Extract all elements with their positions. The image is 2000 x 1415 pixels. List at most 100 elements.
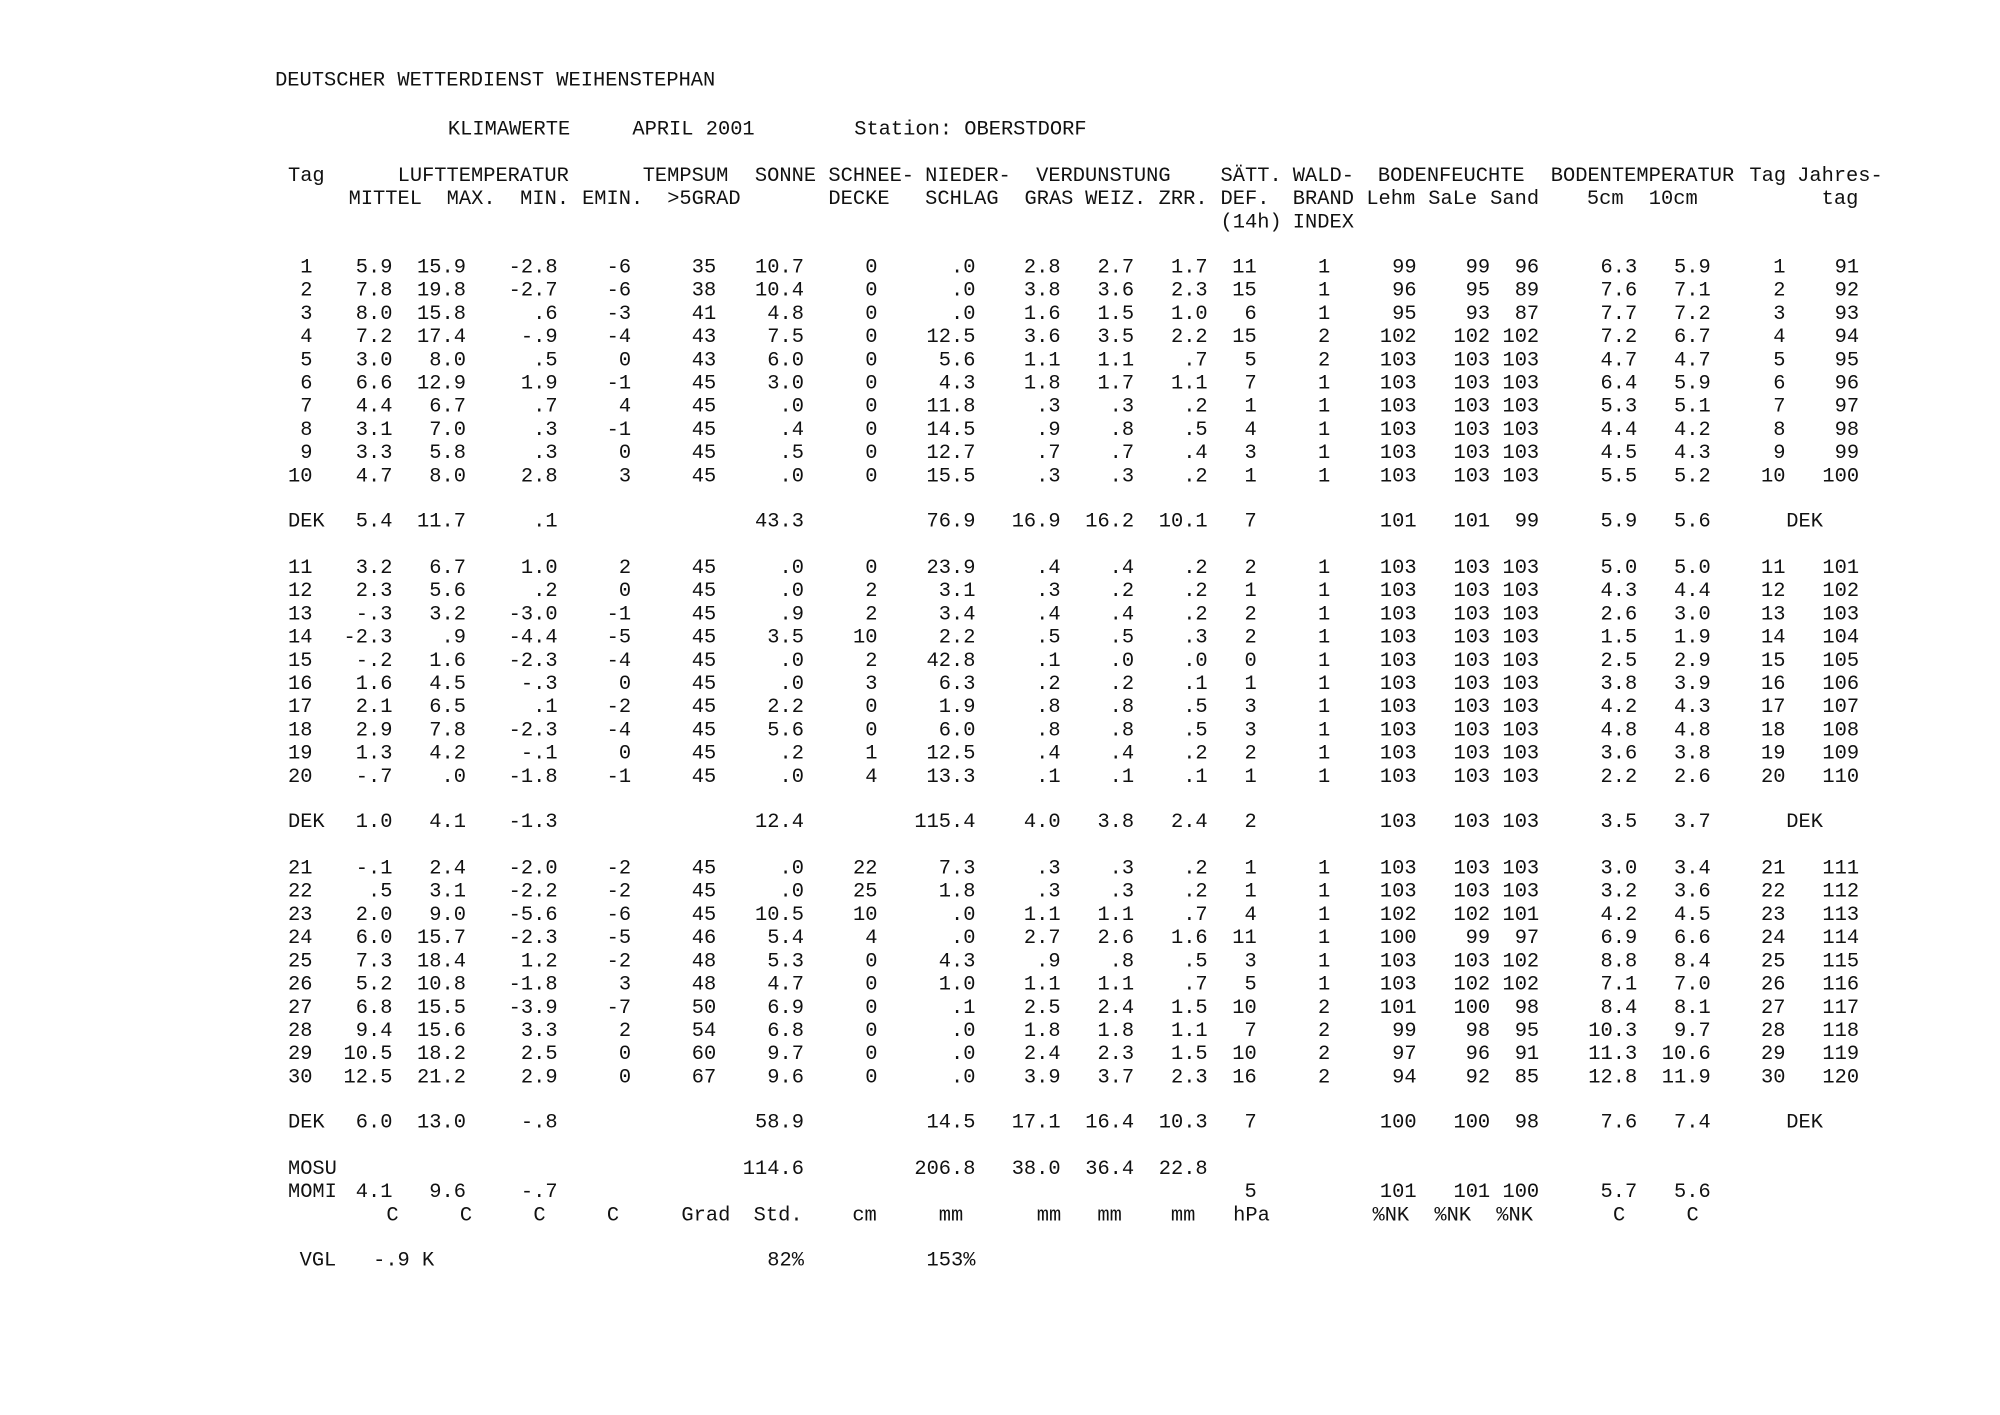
- table-cell: 85: [1515, 1066, 1539, 1089]
- table-cell: 3: [300, 303, 312, 326]
- table-cell: .0: [779, 881, 803, 904]
- table-cell: 4.5: [1674, 904, 1711, 927]
- table-cell: -1: [607, 603, 631, 626]
- table-cell: 16: [1232, 1066, 1256, 1089]
- table-cell: 103: [1453, 673, 1490, 696]
- table-cell: 3.6: [1601, 743, 1638, 766]
- table-cell: 1: [1318, 627, 1330, 650]
- table-cell: 1: [1318, 280, 1330, 303]
- table-cell: .5: [368, 881, 392, 904]
- table-cell: 15: [1232, 280, 1256, 303]
- table-cell: .3: [1036, 396, 1060, 419]
- table-cell: 2.7: [1097, 256, 1134, 279]
- table-cell: 25: [288, 950, 312, 973]
- table-cell: 11.8: [927, 396, 976, 419]
- table-cell: 45: [692, 766, 716, 789]
- table-cell: 100: [1453, 997, 1490, 1020]
- table-cell: -2.0: [509, 857, 558, 880]
- table-cell: 7: [1244, 1020, 1256, 1043]
- table-cell: 103: [1453, 857, 1490, 880]
- table-cell: 6.7: [429, 557, 466, 580]
- table-cell: 1.6: [429, 650, 466, 673]
- table-cell: 103: [1502, 557, 1539, 580]
- table-cell: 101: [1380, 997, 1417, 1020]
- table-cell: 6.6: [356, 372, 393, 395]
- table-cell: 4.7: [1601, 349, 1638, 372]
- table-cell: 103: [1453, 719, 1490, 742]
- table-cell: .2: [779, 743, 803, 766]
- table-cell: .0: [779, 766, 803, 789]
- table-cell: .2: [1183, 881, 1207, 904]
- table-cell: -2: [607, 881, 631, 904]
- table-cell: 26: [1761, 974, 1785, 997]
- table-cell: 3.8: [1097, 811, 1134, 834]
- table-cell: 22.8: [1159, 1158, 1208, 1181]
- table-cell: 2.2: [939, 627, 976, 650]
- table-cell: 101: [1453, 511, 1490, 534]
- table-cell: 103: [1502, 811, 1539, 834]
- table-cell: 103: [1502, 627, 1539, 650]
- table-cell: 103: [1502, 857, 1539, 880]
- table-cell: 3.8: [1601, 673, 1638, 696]
- table-cell: 4.4: [1601, 419, 1638, 442]
- table-cell: 103: [1502, 650, 1539, 673]
- unit-label: C: [1613, 1204, 1625, 1227]
- table-cell: 1.7: [1097, 372, 1134, 395]
- table-cell: 104: [1822, 627, 1859, 650]
- table-cell: 3.1: [356, 419, 393, 442]
- table-cell: 3.5: [767, 627, 804, 650]
- table-cell: 4.7: [1674, 349, 1711, 372]
- header-subtitle: KLIMAWERTE: [448, 118, 570, 141]
- table-cell: 2.5: [1601, 650, 1638, 673]
- table-cell: .5: [1183, 419, 1207, 442]
- table-cell: 103: [1453, 396, 1490, 419]
- table-cell: 99: [1466, 256, 1490, 279]
- table-cell: .5: [1183, 950, 1207, 973]
- table-cell: 98: [1835, 419, 1859, 442]
- table-cell: .2: [1183, 603, 1207, 626]
- table-cell: 0: [865, 1043, 877, 1066]
- table-cell: 103: [1380, 349, 1417, 372]
- table-cell: 7.1: [1601, 974, 1638, 997]
- table-cell: 15.8: [417, 303, 466, 326]
- table-cell: 11: [1232, 256, 1256, 279]
- table-cell: 1: [1244, 881, 1256, 904]
- table-cell: .1: [533, 511, 557, 534]
- table-cell: 42.8: [927, 650, 976, 673]
- table-cell: 17.1: [1012, 1112, 1061, 1135]
- table-cell: 10.3: [1588, 1020, 1637, 1043]
- table-cell: 1: [1318, 927, 1330, 950]
- table-cell: .0: [779, 465, 803, 488]
- table-cell: 2: [865, 580, 877, 603]
- table-cell: 16: [288, 673, 312, 696]
- table-cell: 0: [865, 997, 877, 1020]
- column-header: EMIN.: [582, 188, 643, 211]
- table-cell: 11: [288, 557, 312, 580]
- table-cell: 5.8: [429, 442, 466, 465]
- table-cell: -1: [607, 419, 631, 442]
- table-cell: 45: [692, 465, 716, 488]
- table-cell: -2.3: [509, 719, 558, 742]
- table-cell: 94: [1392, 1066, 1416, 1089]
- table-cell: 3.4: [939, 603, 976, 626]
- table-cell: .0: [951, 303, 975, 326]
- table-cell: 4.3: [939, 372, 976, 395]
- table-cell: 13: [1761, 603, 1785, 626]
- unit-label: C: [607, 1204, 619, 1227]
- table-cell: 95: [1515, 1020, 1539, 1043]
- table-cell: 1: [1318, 650, 1330, 673]
- table-cell: 1: [1318, 743, 1330, 766]
- table-cell: .2: [1183, 557, 1207, 580]
- table-cell: 1: [1244, 465, 1256, 488]
- table-cell: 3: [1244, 950, 1256, 973]
- table-cell: 6.4: [1601, 372, 1638, 395]
- unit-label: C: [533, 1204, 545, 1227]
- table-cell: 2: [1244, 557, 1256, 580]
- table-cell: .2: [1183, 743, 1207, 766]
- table-cell: 2: [619, 1020, 631, 1043]
- table-cell: 1: [1244, 396, 1256, 419]
- table-cell: 4.4: [1674, 580, 1711, 603]
- table-cell: 8: [1773, 419, 1785, 442]
- table-cell: -1: [607, 372, 631, 395]
- table-cell: 4: [865, 766, 877, 789]
